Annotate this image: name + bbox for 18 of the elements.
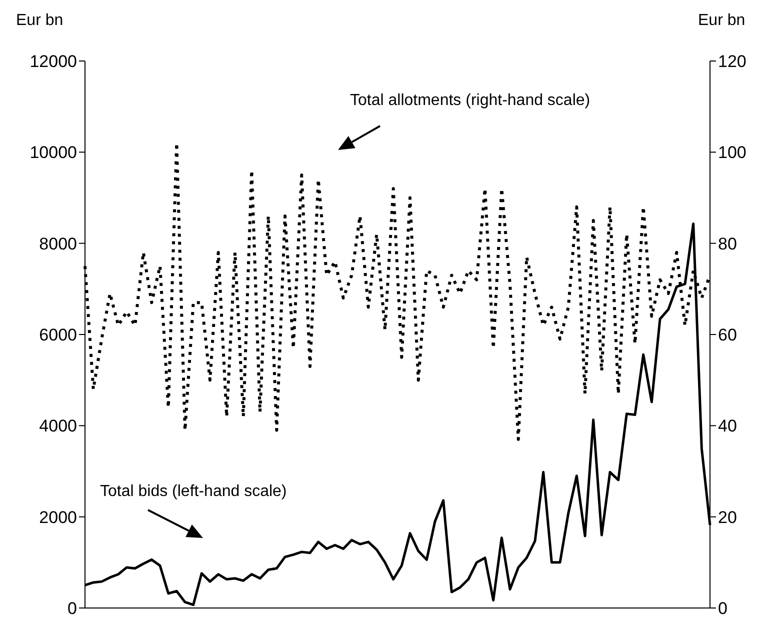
y-tick-label: 4000	[39, 416, 77, 436]
y-tick-label: 12000	[30, 52, 77, 72]
y2-tick-label: 0	[718, 599, 728, 618]
y2-tick-label: 40	[718, 416, 737, 436]
y-axis-title: Eur bn	[16, 12, 64, 30]
y2-tick-label: 60	[718, 326, 737, 345]
y2-tick-label: 100	[718, 143, 746, 162]
y-tick-label: 6000	[39, 326, 77, 345]
y-tick-label: 2000	[39, 508, 77, 527]
y-tick-label: 0	[68, 599, 77, 618]
annotation: Total allotments (right-hand scale)	[350, 92, 590, 110]
y-tick-label: 8000	[39, 234, 77, 254]
y2-tick-label: 120	[718, 52, 746, 72]
y2-tick-label: 20	[718, 508, 737, 527]
y2-tick-label: 80	[718, 234, 737, 254]
y2-axis-title: Eur bn	[698, 12, 746, 30]
annotation: Total bids (left-hand scale)	[100, 483, 287, 501]
y-tick-label: 10000	[30, 143, 77, 162]
